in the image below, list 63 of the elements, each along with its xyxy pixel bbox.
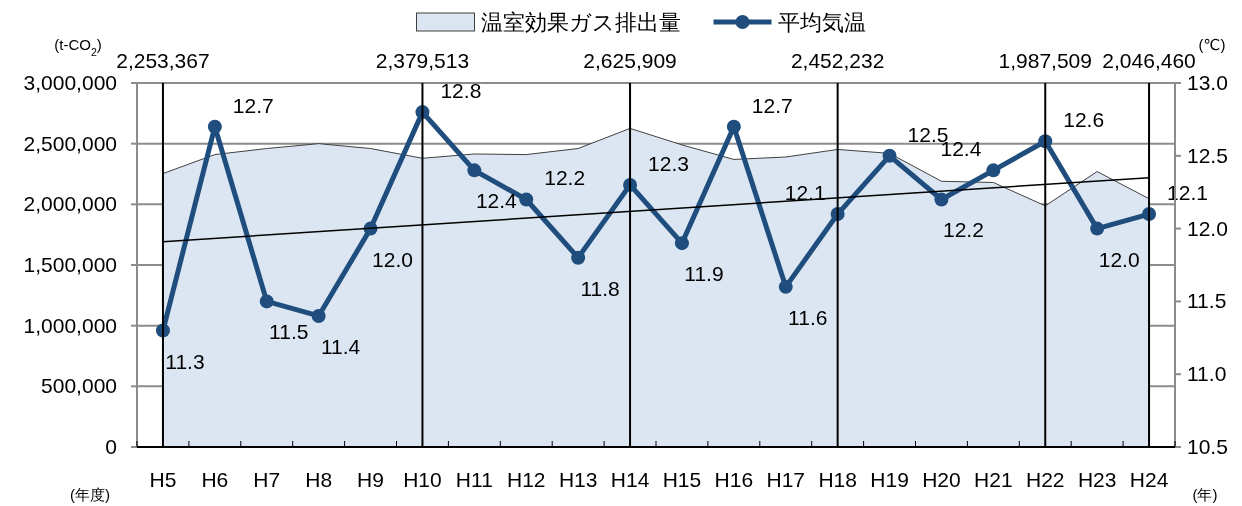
data-label: 11.3 xyxy=(165,349,205,373)
x-tick-label: H9 xyxy=(357,468,384,491)
legend-label: 平均気温 xyxy=(777,10,866,35)
data-label: 12.0 xyxy=(1098,247,1140,271)
text: (年) xyxy=(1192,486,1218,503)
data-label: 12.8 xyxy=(440,79,482,103)
data-label: 12.2 xyxy=(943,218,984,242)
x-tick-label: H20 xyxy=(922,468,961,491)
x-axis-title: (年度) xyxy=(70,486,110,503)
data-label: 11.6 xyxy=(788,305,828,329)
ref-line-label: 2,046,460 xyxy=(1102,49,1196,72)
x-tick-label: H8 xyxy=(305,468,333,491)
data-label: 12.2 xyxy=(544,166,586,190)
data-label: 12.4 xyxy=(475,189,518,213)
x-tick-label: H11 xyxy=(455,468,493,491)
x-tick-label: H19 xyxy=(870,468,909,491)
data-label: 12.1 xyxy=(784,181,826,205)
data-label: 11.8 xyxy=(580,276,620,300)
x-tick-label: H16 xyxy=(714,468,754,491)
y-tick-label: 3,000,000 xyxy=(23,71,117,94)
y-tick-label: 2,000,000 xyxy=(23,192,117,216)
x-tick-label: H10 xyxy=(403,468,442,491)
y-tick-label: 0 xyxy=(105,435,117,458)
y2-tick-label: 11.5 xyxy=(1187,289,1227,313)
data-label: 11.9 xyxy=(684,262,724,286)
ref-line-label: 2,452,232 xyxy=(790,49,885,72)
data-label: 12.0 xyxy=(372,247,413,271)
y-tick-label: 1,500,000 xyxy=(23,253,117,276)
x-tick-label: H23 xyxy=(1077,468,1117,491)
ref-line-label: 2,253,367 xyxy=(116,49,210,72)
x-tick-label: H17 xyxy=(766,468,806,491)
x-tick-label: H13 xyxy=(558,468,598,491)
legend-label: 温室効果ガス排出量 xyxy=(480,10,681,35)
x-tick-label: H15 xyxy=(662,468,702,491)
ref-line-label: 1,987,509 xyxy=(998,49,1092,72)
x-tick-label: H18 xyxy=(818,468,857,491)
data-label: 12.7 xyxy=(751,93,793,117)
y2-tick-label: 12.5 xyxy=(1187,143,1228,167)
x-tick-label: H24 xyxy=(1129,468,1169,491)
x-tick-label: H12 xyxy=(506,468,546,491)
y2-tick-label: 11.0 xyxy=(1187,362,1227,386)
y2-tick-label: 13.0 xyxy=(1187,71,1228,94)
y-tick-label: 500,000 xyxy=(41,374,117,398)
data-label: 12.3 xyxy=(648,151,689,175)
data-label: 12.7 xyxy=(232,93,274,117)
x-tick-label: H22 xyxy=(1025,468,1065,491)
y-tick-label: 2,500,000 xyxy=(23,131,117,155)
y2-tick-label: 10.5 xyxy=(1187,435,1228,458)
y-tick-label: 1,000,000 xyxy=(23,313,117,337)
data-label: 11.5 xyxy=(269,320,309,344)
y2-axis-title: (℃) xyxy=(1198,36,1226,53)
ref-line-label: 2,625,909 xyxy=(583,49,677,72)
y-axis-title: (t-CO$_{2}$) xyxy=(54,36,102,58)
x-tick-label: H6 xyxy=(201,468,229,491)
x-tick-label: H14 xyxy=(610,468,650,491)
x-tick-label: H5 xyxy=(149,468,177,491)
y2-tick-label: 12.0 xyxy=(1187,216,1228,240)
x-tick-label: H7 xyxy=(253,468,281,491)
ref-line-label: 2,379,513 xyxy=(375,49,470,72)
data-label: 12.6 xyxy=(1063,108,1105,132)
data-label: 12.1 xyxy=(1167,181,1208,205)
data-label: 11.4 xyxy=(320,334,361,358)
x-tick-label: H21 xyxy=(974,468,1013,491)
